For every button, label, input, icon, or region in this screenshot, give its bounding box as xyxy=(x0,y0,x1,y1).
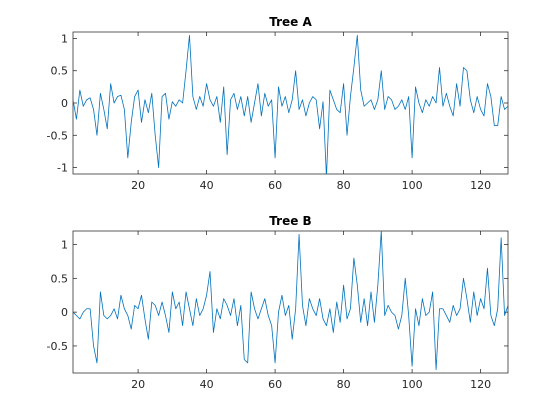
y-tick-label: -0.5 xyxy=(47,340,68,353)
x-tick-label: 60 xyxy=(268,179,282,192)
y-tick-label: 0.5 xyxy=(51,65,69,78)
x-tick-label: 60 xyxy=(268,378,282,391)
series-line xyxy=(73,231,508,371)
chart-title: Tree B xyxy=(269,214,311,228)
x-tick-label: 80 xyxy=(337,179,351,192)
y-tick-label: 0 xyxy=(61,97,68,110)
subplot-tree-b: Tree B 20 40 60 80 100 120 -0.5 0 0.5 1 xyxy=(47,214,509,391)
x-tick-label: 120 xyxy=(470,179,491,192)
subplot-tree-a: Tree A 20 40 60 80 100 120 -1 -0.5 0 0.5 1 xyxy=(47,15,509,192)
y-tick-label: 0.5 xyxy=(51,272,69,285)
x-tick-label: 80 xyxy=(337,378,351,391)
y-tick-label: -0.5 xyxy=(47,129,68,142)
y-tick-label: 0 xyxy=(61,306,68,319)
y-tick-label: 1 xyxy=(61,32,68,45)
chart-title: Tree A xyxy=(269,15,312,29)
x-tick-label: 20 xyxy=(131,179,145,192)
x-tick-label: 120 xyxy=(470,378,491,391)
series-line xyxy=(73,34,508,174)
x-tick-label: 40 xyxy=(200,378,214,391)
x-tick-label: 40 xyxy=(200,179,214,192)
x-tick-label: 100 xyxy=(402,179,423,192)
x-tick-label: 20 xyxy=(131,378,145,391)
axes-frame xyxy=(72,230,509,374)
y-tick-label: -1 xyxy=(57,162,68,175)
x-tick-label: 100 xyxy=(402,378,423,391)
y-tick-label: 1 xyxy=(61,239,68,252)
